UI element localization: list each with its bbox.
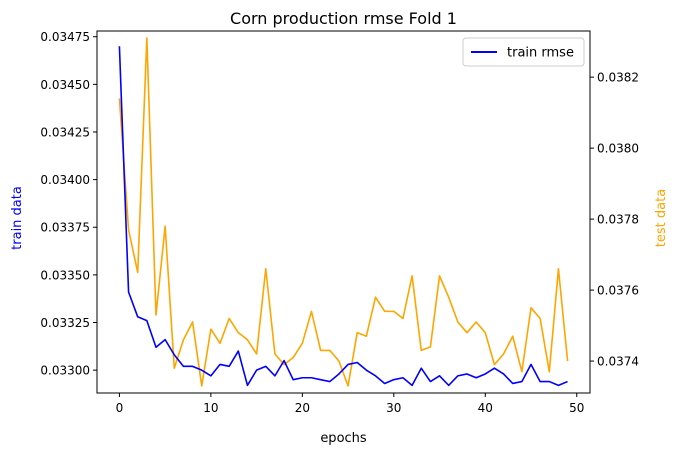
left-y-tick-label: 0.03350	[40, 268, 90, 282]
right-y-tick-label: 0.0380	[597, 142, 639, 156]
left-y-tick-label: 0.03400	[40, 173, 90, 187]
right-y-axis-label: test data	[654, 189, 669, 247]
right-y-tick-label: 0.0378	[597, 213, 639, 227]
x-tick-label: 30	[386, 401, 401, 415]
chart-title: Corn production rmse Fold 1	[230, 9, 457, 28]
right-y-tick-label: 0.0382	[597, 71, 639, 85]
series-line-train-rmse	[118, 46, 568, 387]
left-y-tick-label: 0.03450	[40, 78, 90, 92]
x-tick-label: 20	[295, 401, 310, 415]
left-y-tick-label: 0.03300	[40, 364, 90, 378]
left-y-tick-label: 0.03425	[40, 125, 90, 139]
left-y-tick-label: 0.03475	[40, 30, 90, 44]
series-layer	[118, 37, 569, 387]
legend: train rmse	[462, 37, 585, 67]
right-y-tick-label: 0.0376	[597, 284, 639, 298]
left-axis-ticks: 0.03300 0.03325 0.03350 0.03375 0.03400 0.034…	[40, 30, 97, 378]
x-axis-ticks: 0 10 20 30 40 50	[116, 393, 584, 415]
left-y-tick-label: 0.03375	[40, 221, 90, 235]
right-axis-ticks: 0.0374 0.0376 0.0378 0.0380 0.0382	[590, 71, 639, 369]
x-axis-label: epochs	[320, 431, 367, 446]
legend-box	[462, 37, 585, 67]
x-tick-label: 10	[203, 401, 218, 415]
right-y-tick-label: 0.0374	[597, 355, 639, 369]
plot-frame	[96, 30, 591, 394]
plot-area: 0.03300 0.03325 0.03350 0.03375 0.03400 0.034…	[40, 30, 639, 415]
series-line-test	[118, 37, 569, 387]
left-y-tick-label: 0.03325	[40, 316, 90, 330]
x-tick-label: 0	[116, 401, 124, 415]
legend-label-train-rmse: train rmse	[507, 46, 574, 61]
x-tick-label: 50	[569, 401, 584, 415]
x-tick-label: 40	[478, 401, 493, 415]
left-y-axis-label: train data	[10, 186, 25, 250]
